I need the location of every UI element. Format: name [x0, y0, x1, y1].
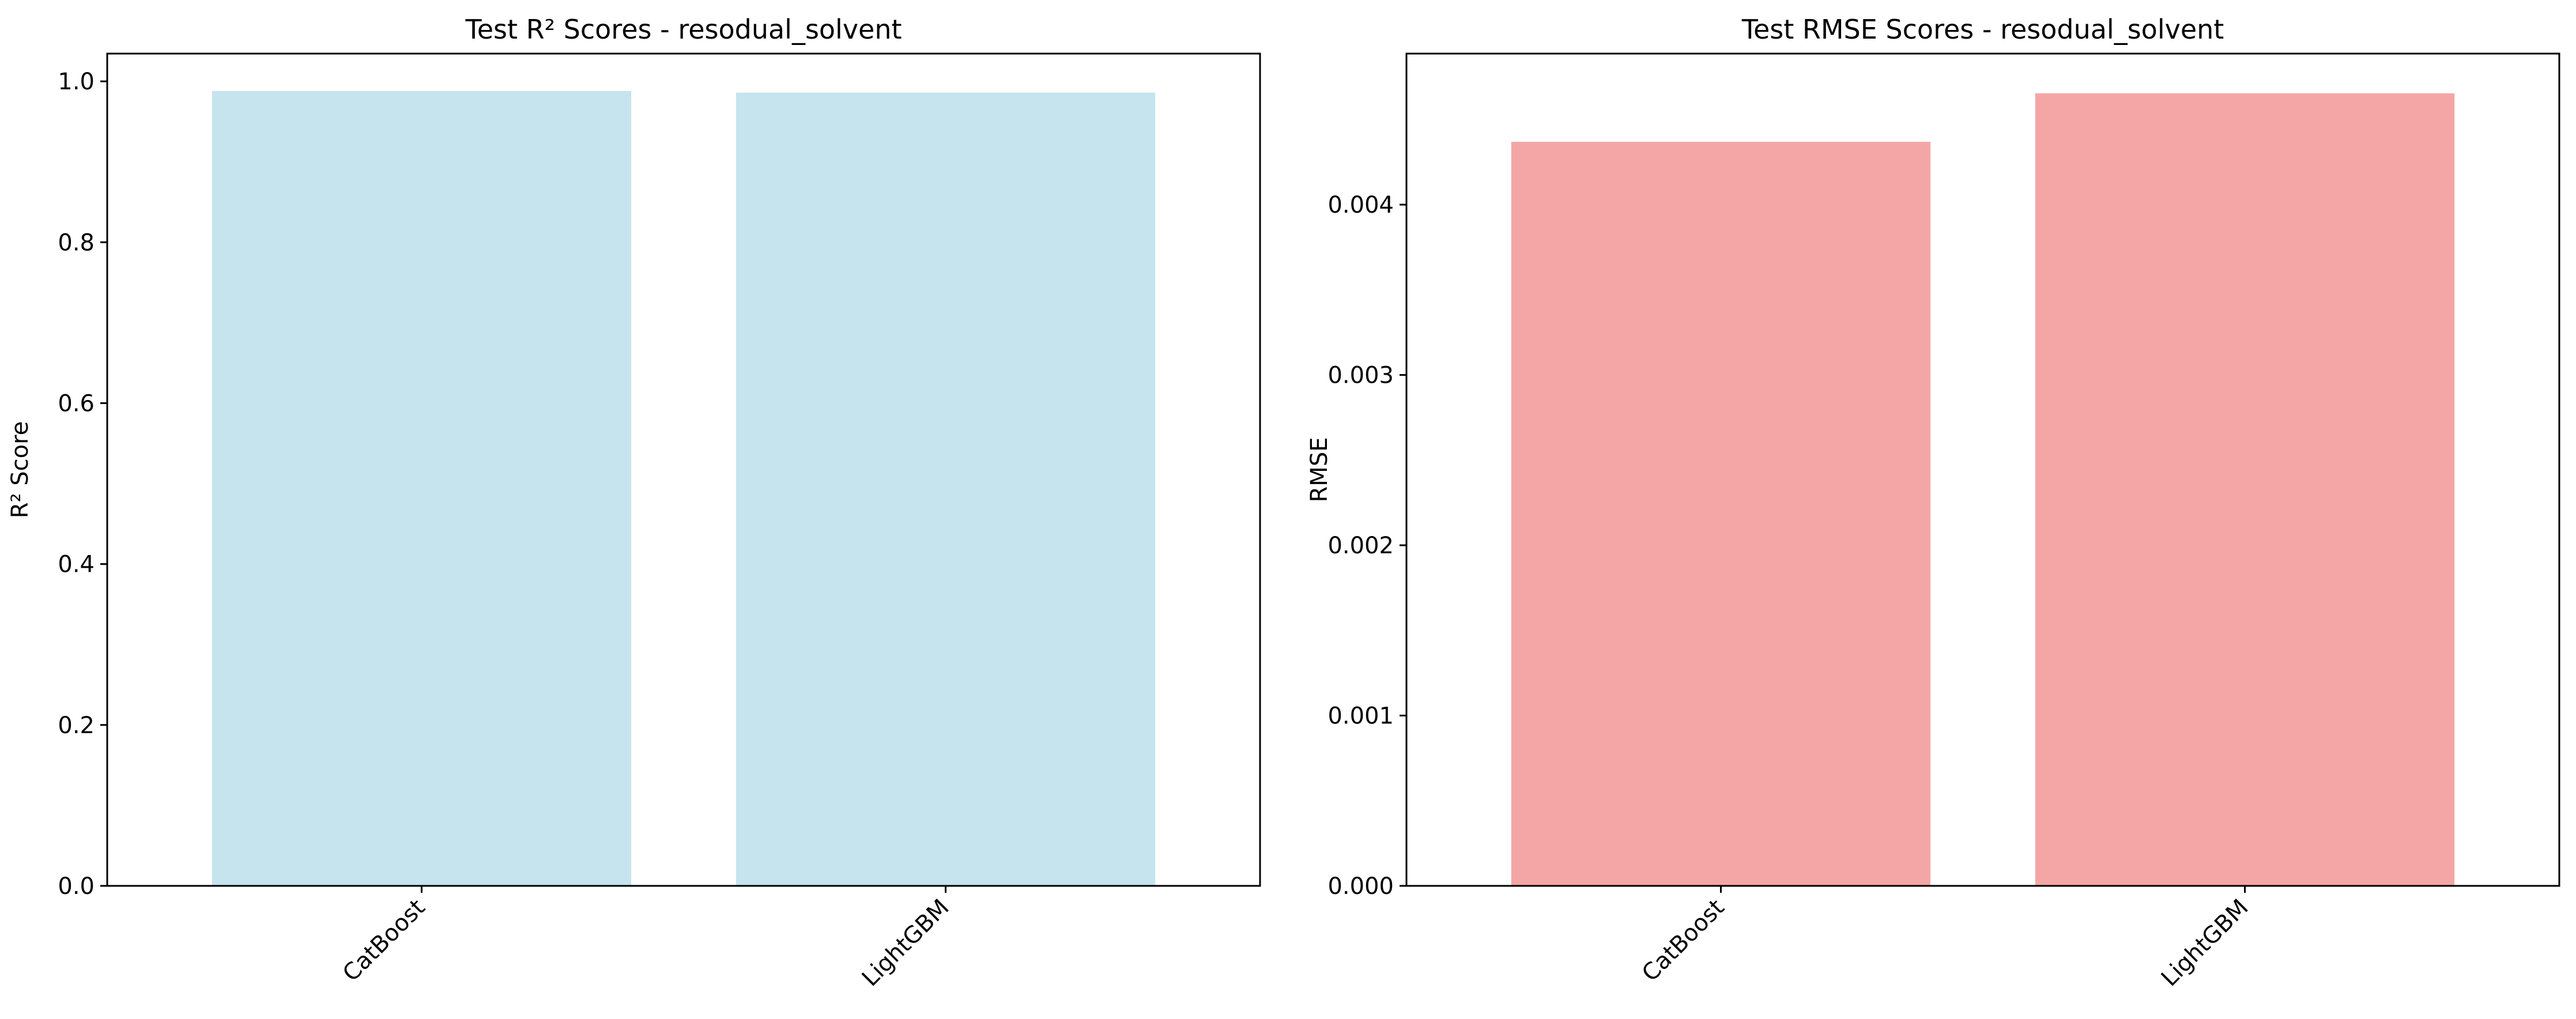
y-tick-label: 0.002: [1327, 533, 1394, 559]
y-tick-label: 0.4: [58, 552, 95, 578]
x-tick-label-catboost: CatBoost: [1637, 895, 1730, 987]
y-tick-label: 0.000: [1327, 873, 1394, 900]
bar-lightgbm: [736, 92, 1156, 886]
plot-frame: [106, 52, 1261, 887]
bar-lightgbm: [2035, 93, 2455, 886]
x-tick-label-lightgbm: LightGBM: [857, 895, 955, 992]
x-tick-label-lightgbm: LightGBM: [2156, 895, 2254, 992]
y-tick-label: 0.6: [58, 390, 95, 417]
y-tick-label: 0.003: [1327, 363, 1394, 389]
bar-catboost: [1511, 142, 1931, 886]
y-tick-label: 0.004: [1327, 192, 1394, 218]
y-tick-label: 0.8: [58, 229, 95, 256]
r2-chart-ylabel: R² Score: [7, 421, 33, 519]
y-tick-label: 1.0: [58, 69, 95, 95]
x-tick-label-catboost: CatBoost: [338, 895, 431, 987]
y-tick-label: 0.001: [1327, 703, 1394, 730]
r2-chart-title: Test R² Scores - resodual_solvent: [465, 14, 902, 45]
y-tick-label: 0.0: [58, 873, 95, 900]
bar-catboost: [212, 90, 632, 886]
rmse-chart-panel: Test RMSE Scores - resodual_solvent RMSE…: [1306, 14, 2560, 992]
y-tick-label: 0.2: [58, 712, 95, 739]
rmse-chart-title: Test RMSE Scores - resodual_solvent: [1741, 14, 2224, 45]
r2-chart-panel: Test R² Scores - resodual_solvent R² Sco…: [7, 14, 1261, 992]
plot-frame: [1405, 52, 2560, 887]
rmse-chart-ylabel: RMSE: [1306, 437, 1333, 503]
